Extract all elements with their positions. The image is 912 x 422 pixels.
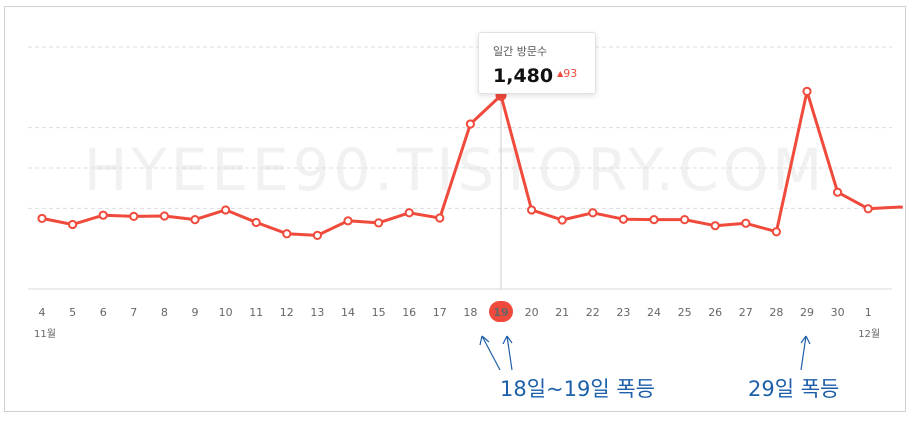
x-tick-label[interactable]: 6	[100, 306, 107, 319]
x-tick-label[interactable]: 10	[219, 306, 233, 319]
x-tick-label[interactable]: 28	[769, 306, 783, 319]
x-tick-label[interactable]: 4	[39, 306, 46, 319]
x-tick-label[interactable]: 24	[647, 306, 661, 319]
x-tick-label[interactable]: 20	[525, 306, 539, 319]
selected-date-pill	[489, 301, 513, 322]
arrow-up-icon	[800, 335, 811, 371]
data-point[interactable]	[863, 204, 873, 214]
increase-arrow-icon: ▲	[557, 69, 564, 78]
data-point[interactable]	[374, 218, 384, 228]
x-tick-label[interactable]: 12	[280, 306, 294, 319]
x-tick-label[interactable]: 29	[800, 306, 814, 319]
data-point[interactable]	[312, 230, 322, 240]
data-point[interactable]	[557, 215, 567, 225]
month-label: 11월	[34, 328, 56, 340]
data-point[interactable]	[251, 217, 261, 228]
data-point[interactable]	[771, 227, 782, 237]
x-tick-label[interactable]: 26	[708, 306, 722, 319]
gridlines	[28, 46, 892, 209]
tooltip-daily-visits: 일간 방문수 1,480 ▲93	[478, 32, 596, 94]
arrow-up-icon	[502, 335, 513, 371]
x-tick-label[interactable]: 25	[678, 306, 692, 319]
x-tick-label[interactable]: 11	[249, 306, 263, 319]
data-point[interactable]	[588, 208, 598, 218]
x-tick-label[interactable]: 22	[586, 306, 600, 319]
data-point[interactable]	[190, 215, 200, 225]
watermark-text: HYEEE90.TISTORY.COM	[84, 136, 827, 204]
data-point[interactable]	[741, 218, 751, 228]
series-line	[41, 89, 903, 237]
data-point[interactable]	[465, 119, 475, 129]
x-tick-label[interactable]: 7	[130, 306, 137, 319]
data-point[interactable]	[221, 205, 231, 215]
x-tick-label[interactable]: 5	[69, 306, 76, 319]
data-point[interactable]	[802, 86, 812, 96]
annotation-arrows	[479, 335, 811, 371]
data-point[interactable]	[404, 208, 414, 218]
data-point[interactable]	[282, 229, 292, 239]
x-tick-label[interactable]: 16	[402, 306, 416, 319]
x-tick-label[interactable]: 9	[192, 306, 199, 319]
x-tick-label[interactable]: 17	[433, 306, 447, 319]
data-point[interactable]	[343, 216, 353, 226]
x-tick-label[interactable]: 19	[493, 306, 508, 319]
tooltip-value: 1,480	[493, 65, 554, 87]
annotation-spike-29: 29일 폭등	[748, 377, 840, 401]
x-tick-label[interactable]: 13	[310, 306, 324, 319]
data-point[interactable]	[68, 219, 78, 230]
tooltip-delta: 93	[563, 67, 578, 80]
data-point[interactable]	[37, 213, 47, 224]
data-point[interactable]	[129, 211, 139, 221]
x-tick-label[interactable]: 14	[341, 306, 355, 319]
x-tick-label[interactable]: 21	[555, 306, 569, 319]
data-point[interactable]	[833, 187, 843, 197]
x-tick-labels: 4 5 6 7 8 9 10 11 12 13 14 15 16 17 18 19 20 21 22 23 24 25 26…	[39, 301, 872, 322]
data-point[interactable]	[618, 214, 629, 224]
chart-frame	[4, 6, 906, 412]
tooltip-title: 일간 방문수	[493, 45, 548, 58]
data-point[interactable]	[680, 215, 690, 225]
month-label: 12월	[858, 328, 880, 340]
x-tick-label[interactable]: 27	[739, 306, 753, 319]
x-tick-label[interactable]: 30	[831, 306, 845, 319]
data-point[interactable]	[159, 211, 169, 221]
data-point[interactable]	[98, 210, 108, 220]
annotation-spike-18-19: 18일~19일 폭등	[500, 377, 655, 401]
data-point[interactable]	[435, 213, 445, 223]
x-tick-label[interactable]: 1	[865, 306, 872, 319]
data-point[interactable]	[527, 205, 537, 215]
x-tick-label[interactable]: 18	[463, 306, 477, 319]
arrow-up-icon	[479, 335, 501, 371]
data-point[interactable]	[710, 221, 720, 231]
data-points	[37, 86, 873, 240]
x-tick-label[interactable]: 15	[372, 306, 386, 319]
x-tick-label[interactable]: 23	[616, 306, 630, 319]
x-tick-label[interactable]: 8	[161, 306, 168, 319]
month-labels: 11월 12월	[34, 328, 880, 340]
data-point[interactable]	[649, 215, 659, 225]
